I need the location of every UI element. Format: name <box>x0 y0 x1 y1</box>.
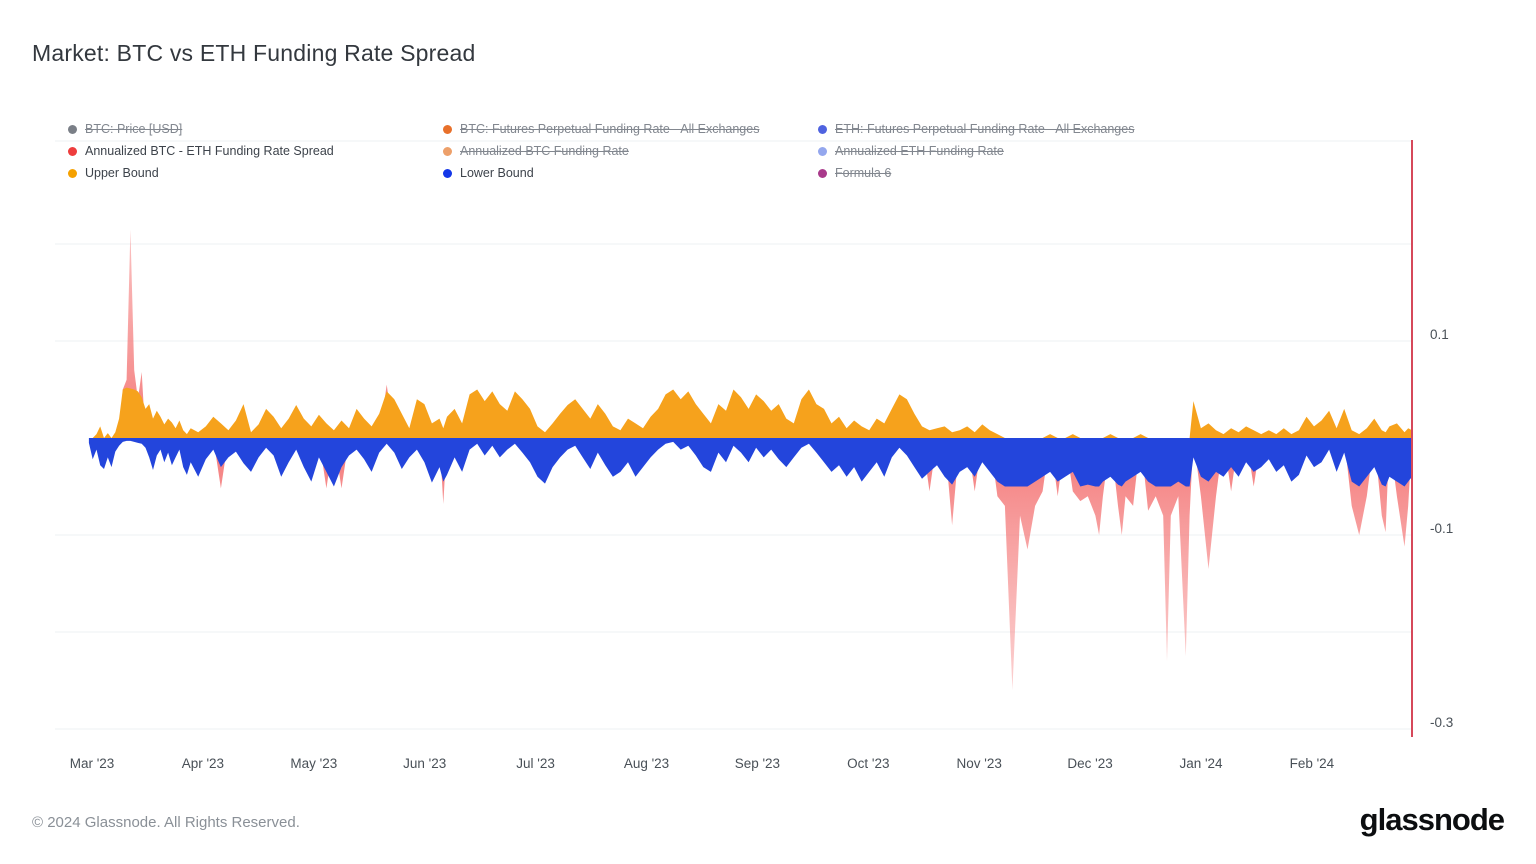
legend-series-dot-icon <box>68 168 77 178</box>
copyright-text: © 2024 Glassnode. All Rights Reserved. <box>32 814 300 831</box>
x-axis-tick-label: Oct '23 <box>847 756 890 771</box>
x-axis-tick-label: Mar '23 <box>69 756 115 771</box>
x-axis-tick-label: Jan '24 <box>1179 756 1223 771</box>
x-axis-tick-label: Nov '23 <box>956 756 1002 771</box>
x-axis-tick-label: Apr '23 <box>181 756 225 771</box>
x-axis-tick-label: May '23 <box>290 756 338 771</box>
legend-column: BTC: Futures Perpetual Funding Rate - Al… <box>443 118 759 184</box>
y-axis-tick-label: -0.1 <box>1430 521 1454 536</box>
legend-item-label: Annualized ETH Funding Rate <box>835 144 1004 158</box>
x-axis-tick-label: Jun '23 <box>403 756 447 771</box>
legend-series-dot-icon <box>68 124 77 134</box>
legend-series-dot-icon <box>818 124 827 134</box>
legend-item-label: ETH: Futures Perpetual Funding Rate - Al… <box>835 122 1135 136</box>
legend-item-label: Annualized BTC Funding Rate <box>460 144 629 158</box>
legend-series-dot-icon <box>818 146 827 156</box>
upper-bound-area-series <box>88 387 1412 438</box>
legend-item-label: Lower Bound <box>460 166 534 180</box>
legend-item[interactable]: Upper Bound <box>68 162 334 184</box>
legend-series-dot-icon <box>443 146 452 156</box>
x-axis-tick-label: Jul '23 <box>516 756 555 771</box>
legend-item[interactable]: BTC: Futures Perpetual Funding Rate - Al… <box>443 118 759 140</box>
x-axis-tick-label: Feb '24 <box>1289 756 1335 771</box>
legend-item-label: BTC: Futures Perpetual Funding Rate - Al… <box>460 122 760 136</box>
legend-item[interactable]: BTC: Price [USD] <box>68 118 334 140</box>
legend-series-dot-icon <box>443 168 452 178</box>
legend-item[interactable]: Annualized BTC - ETH Funding Rate Spread <box>68 140 334 162</box>
legend-item-label: Annualized BTC - ETH Funding Rate Spread <box>85 144 334 158</box>
chart-legend: BTC: Price [USD] Annualized BTC - ETH Fun… <box>0 118 1536 184</box>
legend-series-dot-icon <box>818 168 827 178</box>
legend-item-label: Upper Bound <box>85 166 159 180</box>
y-axis-tick-label: -0.3 <box>1430 715 1454 730</box>
legend-item[interactable]: Annualized BTC Funding Rate <box>443 140 759 162</box>
legend-item[interactable]: ETH: Futures Perpetual Funding Rate - Al… <box>818 118 1134 140</box>
lower-bound-area-series <box>88 438 1412 487</box>
legend-item-label: BTC: Price [USD] <box>85 122 183 136</box>
legend-series-dot-icon <box>68 146 77 156</box>
x-axis-tick-label: Aug '23 <box>623 756 670 771</box>
page-title: Market: BTC vs ETH Funding Rate Spread <box>32 40 476 66</box>
glassnode-logo: glassnode <box>1359 802 1505 837</box>
x-axis-tick-label: Sep '23 <box>734 756 781 771</box>
legend-item[interactable]: Lower Bound <box>443 162 759 184</box>
legend-series-dot-icon <box>443 124 452 134</box>
legend-item[interactable]: Formula 6 <box>818 162 1134 184</box>
x-axis-tick-label: Dec '23 <box>1067 756 1113 771</box>
y-axis-tick-label: 0.1 <box>1430 327 1449 342</box>
legend-column: ETH: Futures Perpetual Funding Rate - Al… <box>818 118 1134 184</box>
legend-column: BTC: Price [USD] Annualized BTC - ETH Fun… <box>68 118 334 184</box>
legend-item-label: Formula 6 <box>835 166 892 180</box>
legend-item[interactable]: Annualized ETH Funding Rate <box>818 140 1134 162</box>
